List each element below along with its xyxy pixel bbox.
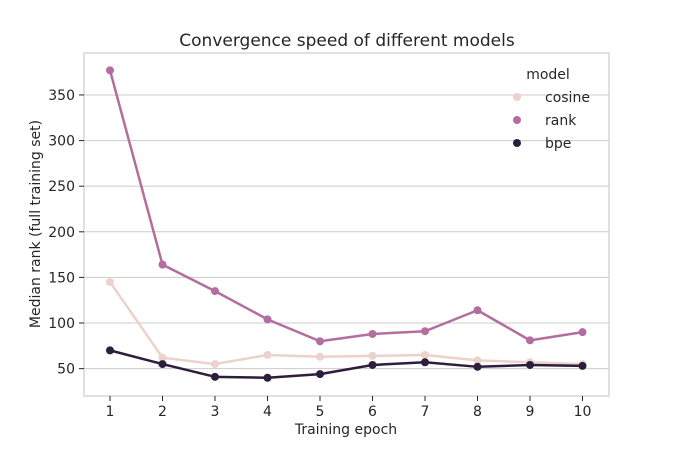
data-point-bpe-5 [316,370,324,379]
y-tick-label: 150 [48,270,75,286]
series-rank [106,66,587,346]
data-point-cosine-4 [263,350,272,359]
legend-item-cosine: cosine [513,90,590,106]
x-tick-label: 5 [316,404,325,420]
data-point-bpe-2 [158,360,167,369]
data-point-bpe-10 [578,361,587,370]
y-tick-label: 300 [48,134,75,150]
series-bpe [106,346,587,382]
x-tick-label: 3 [211,404,220,420]
data-point-bpe-1 [106,346,114,355]
data-point-rank-5 [316,337,324,346]
data-point-rank-4 [263,315,272,324]
x-tick-label: 7 [421,404,430,420]
legend-title: model [526,67,570,83]
y-tick-label: 100 [48,316,75,332]
data-point-cosine-6 [368,351,377,360]
data-point-cosine-7 [421,350,429,359]
y-tick-label: 200 [48,225,75,241]
y-axis-label: Median rank (full training set) [28,120,44,328]
x-tick-label: 9 [526,404,535,420]
data-point-bpe-8 [473,362,482,371]
data-point-cosine-8 [473,356,482,365]
series-line-cosine [108,281,583,366]
grid-lines [84,94,609,370]
data-point-bpe-3 [211,372,219,381]
data-point-rank-7 [421,327,429,336]
y-tick-label: 50 [57,362,75,378]
x-tick-label: 8 [473,404,482,420]
legend-label-bpe: bpe [545,136,571,152]
data-point-bpe-4 [263,373,272,382]
data-point-cosine-3 [211,360,219,369]
data-point-bpe-6 [368,360,377,369]
x-tick-label: 2 [158,404,167,420]
data-point-cosine-5 [316,352,324,361]
data-point-bpe-7 [421,358,429,367]
legend: model cosine rank bpe [513,67,590,152]
data-point-rank-6 [368,329,377,338]
y-tick-label: 350 [48,88,75,104]
data-point-cosine-2 [158,353,167,362]
series-layer [106,66,587,382]
x-axis-label: Training epoch [294,422,397,438]
x-axis: 1 2 3 4 5 6 7 8 9 10 [106,396,592,420]
legend-item-rank: rank [513,113,577,129]
x-tick-label: 10 [574,404,592,420]
legend-label-cosine: cosine [545,90,590,106]
chart-title: Convergence speed of different models [179,31,515,51]
series-line-bpe [109,349,583,380]
x-tick-label: 1 [106,404,115,420]
data-point-cosine-1 [106,277,114,286]
data-point-bpe-9 [526,360,534,369]
y-tick-label: 250 [48,179,75,195]
x-tick-label: 6 [368,404,377,420]
legend-marker-bpe [513,139,521,147]
legend-item-bpe: bpe [513,136,571,152]
data-point-rank-2 [158,260,167,269]
series-line-rank [108,70,583,343]
x-tick-label: 4 [263,404,272,420]
plot-frame [83,52,610,397]
data-point-rank-9 [526,336,534,345]
data-point-rank-3 [211,287,219,296]
y-axis: 50 100 150 200 250 300 350 [48,88,84,378]
legend-label-rank: rank [545,113,577,129]
data-point-rank-8 [473,306,482,315]
data-point-rank-1 [106,66,114,75]
legend-marker-rank [513,116,521,124]
data-point-rank-10 [578,328,587,337]
legend-marker-cosine [513,93,521,101]
